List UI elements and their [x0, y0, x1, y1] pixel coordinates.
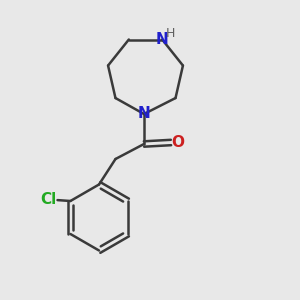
Text: N: N	[138, 106, 150, 122]
Text: O: O	[171, 135, 184, 150]
Text: H: H	[166, 27, 175, 40]
Text: N: N	[156, 32, 169, 47]
Text: Cl: Cl	[40, 192, 56, 207]
